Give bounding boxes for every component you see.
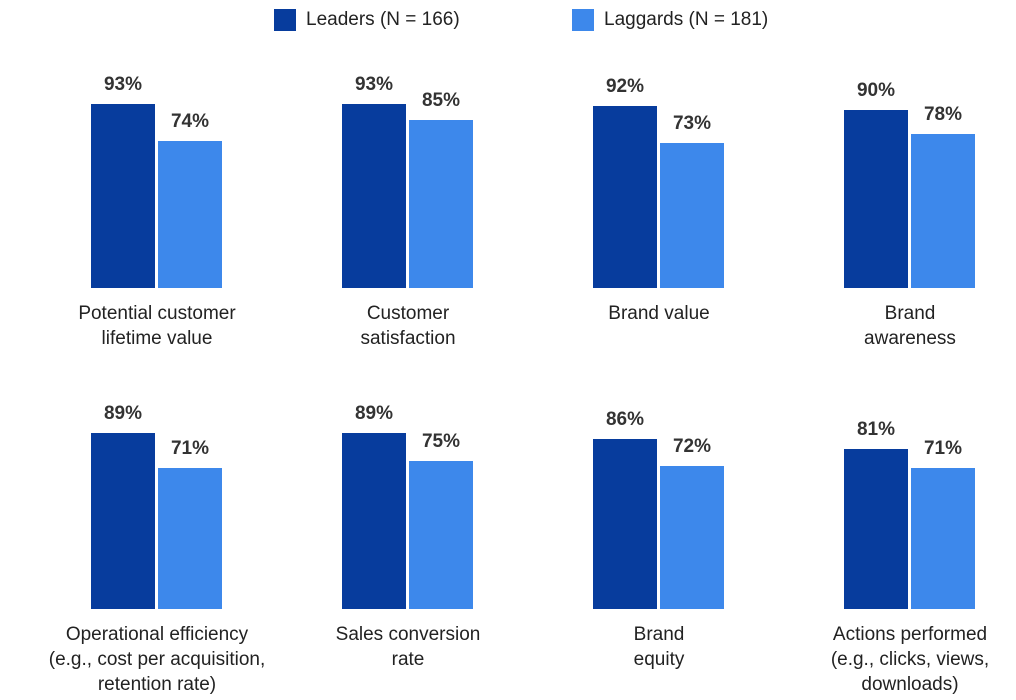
category-label: Brand equity bbox=[633, 624, 685, 670]
value-label: 75% bbox=[421, 430, 461, 452]
value-label: 93% bbox=[354, 73, 394, 95]
value-label: 78% bbox=[923, 103, 963, 125]
category-label: Customer satisfaction bbox=[360, 303, 456, 349]
value-label: 71% bbox=[923, 438, 963, 460]
category-label: Brand awareness bbox=[864, 303, 956, 349]
legend-swatch bbox=[274, 9, 296, 31]
bar bbox=[593, 438, 657, 609]
value-label: 89% bbox=[103, 402, 143, 424]
bar bbox=[911, 468, 975, 609]
bar bbox=[409, 119, 473, 288]
bar bbox=[911, 133, 975, 288]
bar bbox=[660, 466, 724, 609]
value-label: 92% bbox=[605, 75, 645, 97]
bar bbox=[409, 460, 473, 609]
bar bbox=[158, 141, 222, 288]
legend-label: Leaders (N = 166) bbox=[306, 9, 460, 30]
bar bbox=[844, 109, 908, 288]
bar bbox=[91, 103, 155, 288]
value-label: 74% bbox=[170, 111, 210, 133]
bar bbox=[342, 103, 406, 288]
value-label: 72% bbox=[672, 436, 712, 458]
bar bbox=[844, 448, 908, 609]
legend-swatch bbox=[572, 9, 594, 31]
bar bbox=[91, 432, 155, 609]
category-label: Operational efficiency (e.g., cost per a… bbox=[48, 624, 266, 695]
category-label: Actions performed (e.g., clicks, views, … bbox=[830, 624, 990, 695]
value-label: 86% bbox=[605, 408, 645, 430]
category-label: Sales conversion rate bbox=[335, 624, 481, 670]
legend-label: Laggards (N = 181) bbox=[604, 9, 769, 30]
value-label: 73% bbox=[672, 113, 712, 135]
value-label: 90% bbox=[856, 79, 896, 101]
category-label: Potential customer lifetime value bbox=[78, 303, 236, 349]
value-label: 89% bbox=[354, 402, 394, 424]
category-label: Brand value bbox=[608, 303, 710, 324]
bar bbox=[660, 143, 724, 288]
value-label: 71% bbox=[170, 438, 210, 460]
value-label: 81% bbox=[856, 418, 896, 440]
bar bbox=[158, 468, 222, 609]
bar bbox=[593, 105, 657, 288]
bar bbox=[342, 432, 406, 609]
value-label: 85% bbox=[421, 89, 461, 111]
value-label: 93% bbox=[103, 73, 143, 95]
